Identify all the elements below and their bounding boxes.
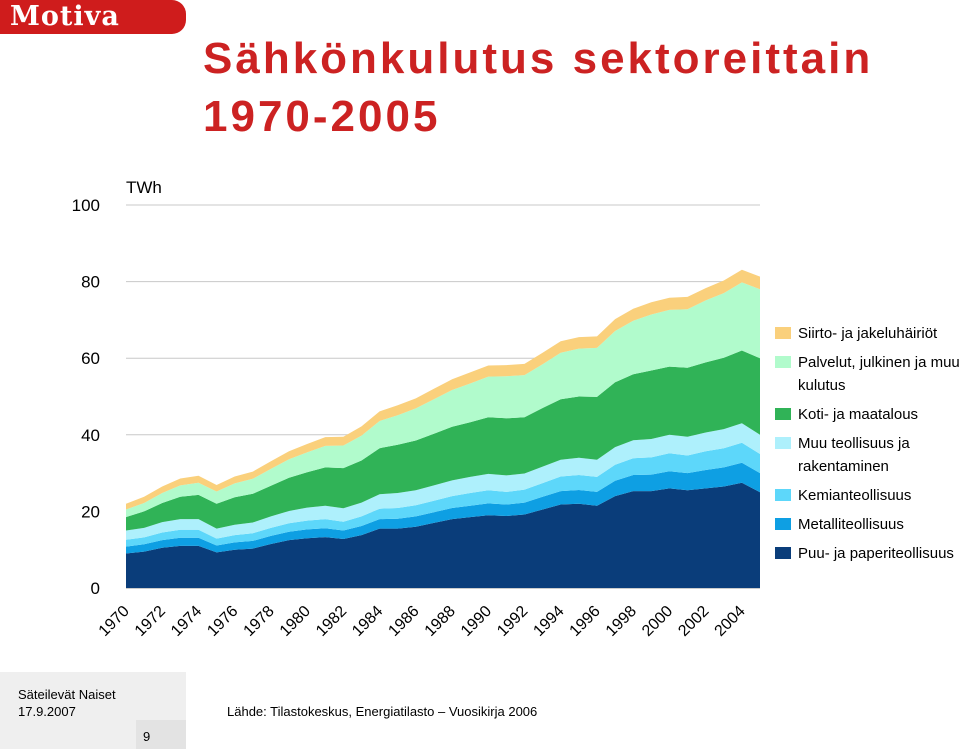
x-tick-label: 1986: [385, 603, 422, 640]
source-note: Lähde: Tilastokeskus, Energiatilasto – V…: [227, 704, 538, 719]
area-series-1: [126, 482, 760, 588]
legend-item: Kemianteollisuus: [775, 484, 960, 507]
footer-date: 17.9.2007: [18, 704, 76, 719]
legend-label: Siirto- ja jakeluhäiriöt: [798, 325, 938, 342]
x-tick-label: 1984: [349, 603, 386, 640]
legend-item: Puu- ja paperiteollisuus: [775, 542, 960, 565]
y-tick-label: 40: [81, 426, 100, 445]
x-tick-label: 1980: [277, 603, 314, 640]
legend-item: Muu teollisuus ja rakentaminen: [775, 432, 960, 478]
x-tick-label: 1976: [204, 603, 241, 640]
legend-swatch: [775, 518, 791, 530]
legend-label: Koti- ja maatalous: [798, 406, 919, 423]
y-tick-label: 80: [81, 273, 100, 292]
y-tick-label: 100: [72, 196, 100, 215]
x-tick-label: 1990: [458, 603, 495, 640]
footer-author: Säteilevät Naiset: [18, 687, 116, 702]
legend-item: Metalliteollisuus: [775, 513, 960, 536]
x-tick-label: 1994: [530, 603, 567, 640]
legend-item: Siirto- ja jakeluhäiriöt: [775, 322, 960, 345]
x-tick-label: 1998: [603, 603, 640, 640]
y-tick-labels: 0 20 40 60 80 100: [72, 196, 100, 598]
x-tick-label: 1974: [168, 603, 205, 640]
area-series-4: [126, 423, 760, 540]
page-number-panel: [136, 720, 186, 749]
logo-text: Motiva: [10, 1, 120, 32]
legend-swatch: [775, 327, 791, 339]
page-number: 9: [143, 729, 151, 744]
x-tick-label: 1988: [422, 603, 459, 640]
motiva-logo: Motiva: [0, 0, 186, 34]
legend-label: Muu teollisuus ja rakentaminen: [798, 435, 910, 475]
x-tick-label: 1996: [567, 603, 604, 640]
x-tick-label: 2002: [675, 603, 712, 640]
legend-label: Metalliteollisuus: [798, 516, 904, 533]
legend-swatch: [775, 356, 791, 368]
area-series-7: [126, 269, 760, 510]
y-tick-label: 60: [81, 349, 100, 368]
legend-label: Palvelut, julkinen ja muu kulutus: [798, 354, 960, 394]
legend-item: Palvelut, julkinen ja muu kulutus: [775, 351, 960, 397]
x-tick-labels: 1970 1972 1974 1976 1978 1980 1982 1984 1986 1988…: [96, 603, 749, 640]
x-tick-label: 1978: [241, 603, 278, 640]
page-title: Sähkönkulutus sektoreittain 1970-2005: [203, 34, 874, 141]
area-series-3: [126, 442, 760, 547]
y-axis-unit-label: TWh: [126, 178, 162, 197]
legend-swatch: [775, 408, 791, 420]
legend-swatch: [775, 489, 791, 501]
x-tick-label: 1972: [132, 603, 169, 640]
y-tick-label: 0: [91, 579, 100, 598]
x-tick-label: 1992: [494, 603, 531, 640]
x-tick-label: 2004: [712, 603, 749, 640]
area-series-6: [126, 282, 760, 518]
legend-swatch: [775, 437, 791, 449]
x-tick-label: 1970: [96, 603, 133, 640]
x-tick-label: 2000: [639, 603, 676, 640]
chart-legend: Siirto- ja jakeluhäiriöt Palvelut, julkin…: [775, 322, 960, 571]
legend-label: Puu- ja paperiteollisuus: [798, 545, 954, 562]
legend-item: Koti- ja maatalous: [775, 403, 960, 426]
y-tick-label: 20: [81, 502, 100, 521]
legend-label: Kemianteollisuus: [798, 487, 912, 504]
area-series-2: [126, 462, 760, 554]
area-series-5: [126, 350, 760, 531]
x-tick-label: 1982: [313, 603, 350, 640]
area-series-group: [126, 269, 760, 588]
legend-swatch: [775, 547, 791, 559]
